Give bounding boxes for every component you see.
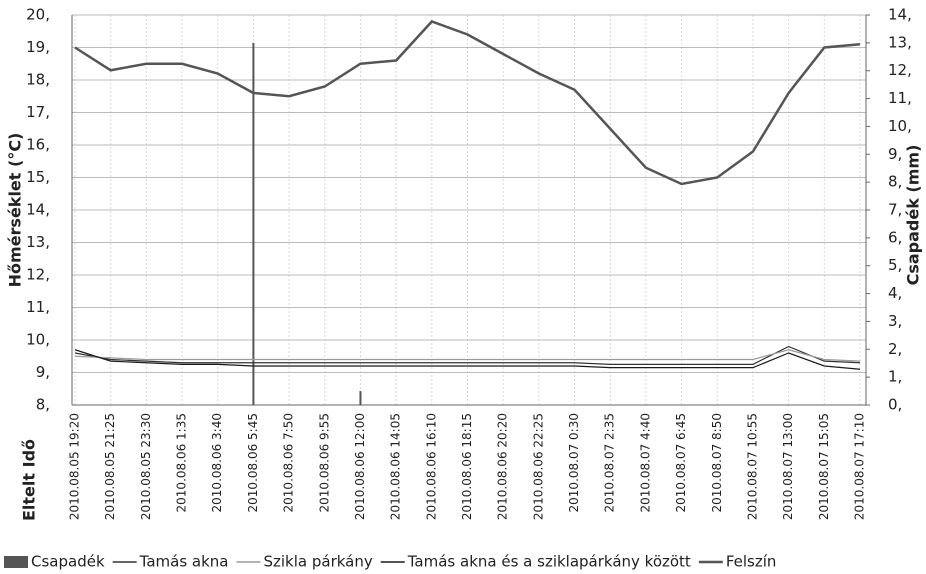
y-axis-title: Hőmérséklet (°C)	[6, 133, 25, 288]
x-tick-label: 2010.08.05 23:30	[139, 413, 153, 520]
y2-tick-label: 1,	[888, 368, 902, 386]
x-tick-label: 2010.08.07 4:40	[638, 413, 652, 512]
y-tick-label: 16,	[26, 136, 50, 154]
y-tick-label: 18,	[26, 71, 50, 89]
legend-label: Csapadék	[31, 553, 105, 571]
legend-label: Tamás akna és a sziklapárkány között	[407, 553, 691, 571]
line	[74, 20, 861, 186]
x-tick-label: 2010.08.06 22:25	[531, 413, 545, 520]
x-axis-title: Eltelt Idő	[20, 439, 39, 521]
line	[74, 349, 861, 362]
x-tick-label: 2010.08.06 20:20	[496, 413, 510, 520]
y2-tick-label: 7,	[888, 201, 902, 219]
x-tick-label: 2010.08.07 0:30	[567, 413, 581, 512]
x-tick-label: 2010.08.06 9:55	[317, 413, 331, 512]
y-tick-label: 17,	[26, 103, 50, 121]
y2-tick-label: 11,	[888, 89, 912, 107]
y-tick-label: 8,	[36, 396, 50, 414]
legend-label: Tamás akna	[139, 553, 229, 571]
y2-tick-label: 4,	[888, 284, 902, 302]
x-tick-label: 2010.08.06 18:15	[460, 413, 474, 520]
x-tick-label: 2010.08.06 16:10	[424, 413, 438, 520]
y2-tick-label: 13,	[888, 33, 912, 51]
y2-tick-label: 8,	[888, 173, 902, 191]
y2-tick-label: 2,	[888, 340, 902, 358]
x-tick-label: 2010.08.07 2:35	[603, 413, 617, 512]
x-tick-label: 2010.08.06 7:50	[282, 413, 296, 512]
y2-tick-label: 5,	[888, 256, 902, 274]
bar	[359, 391, 362, 405]
y2-tick-label: 6,	[888, 228, 902, 246]
x-tick-label: 2010.08.07 8:50	[710, 413, 724, 512]
y2-axis-title: Csapadék (mm)	[904, 145, 923, 286]
x-tick-label: 2010.08.06 14:05	[389, 413, 403, 520]
y-tick-label: 15,	[26, 168, 50, 186]
x-tick-label: 2010.08.06 12:00	[353, 413, 367, 520]
y2-tick-label: 14,	[888, 6, 912, 24]
y-tick-label: 20,	[26, 6, 50, 24]
y-tick-label: 13,	[26, 233, 50, 251]
x-tick-label: 2010.08.06 5:45	[246, 413, 260, 512]
y2-tick-label: 10,	[888, 117, 912, 135]
x-tick-label: 2010.08.05 19:20	[68, 413, 82, 520]
x-tick-label: 2010.08.07 10:55	[745, 413, 759, 520]
y2-tick-label: 3,	[888, 312, 902, 330]
x-tick-label: 2010.08.07 6:45	[674, 413, 688, 512]
y2-tick-label: 9,	[888, 145, 902, 163]
x-tick-label: 2010.08.07 15:05	[817, 413, 831, 520]
x-tick-label: 2010.08.07 17:10	[853, 413, 867, 520]
line	[74, 349, 861, 370]
y-tick-label: 14,	[26, 201, 50, 219]
x-tick-label: 2010.08.06 3:40	[210, 413, 224, 512]
y2-tick-label: 12,	[888, 61, 912, 79]
x-tick-label: 2010.08.06 1:35	[175, 413, 189, 512]
legend-swatch	[4, 556, 28, 568]
y-tick-label: 12,	[26, 266, 50, 284]
x-tick-label: 2010.08.05 21:25	[103, 413, 117, 520]
bar	[252, 42, 255, 405]
x-tick-label: 2010.08.07 13:00	[781, 413, 795, 520]
legend-label: Szikla párkány	[263, 553, 372, 571]
legend-label: Felszín	[726, 553, 777, 571]
y2-tick-label: 0,	[888, 396, 902, 414]
y-tick-label: 19,	[26, 38, 50, 56]
line	[74, 345, 861, 365]
y-tick-label: 10,	[26, 331, 50, 349]
y-tick-label: 9,	[36, 363, 50, 381]
y-tick-label: 11,	[26, 298, 50, 316]
